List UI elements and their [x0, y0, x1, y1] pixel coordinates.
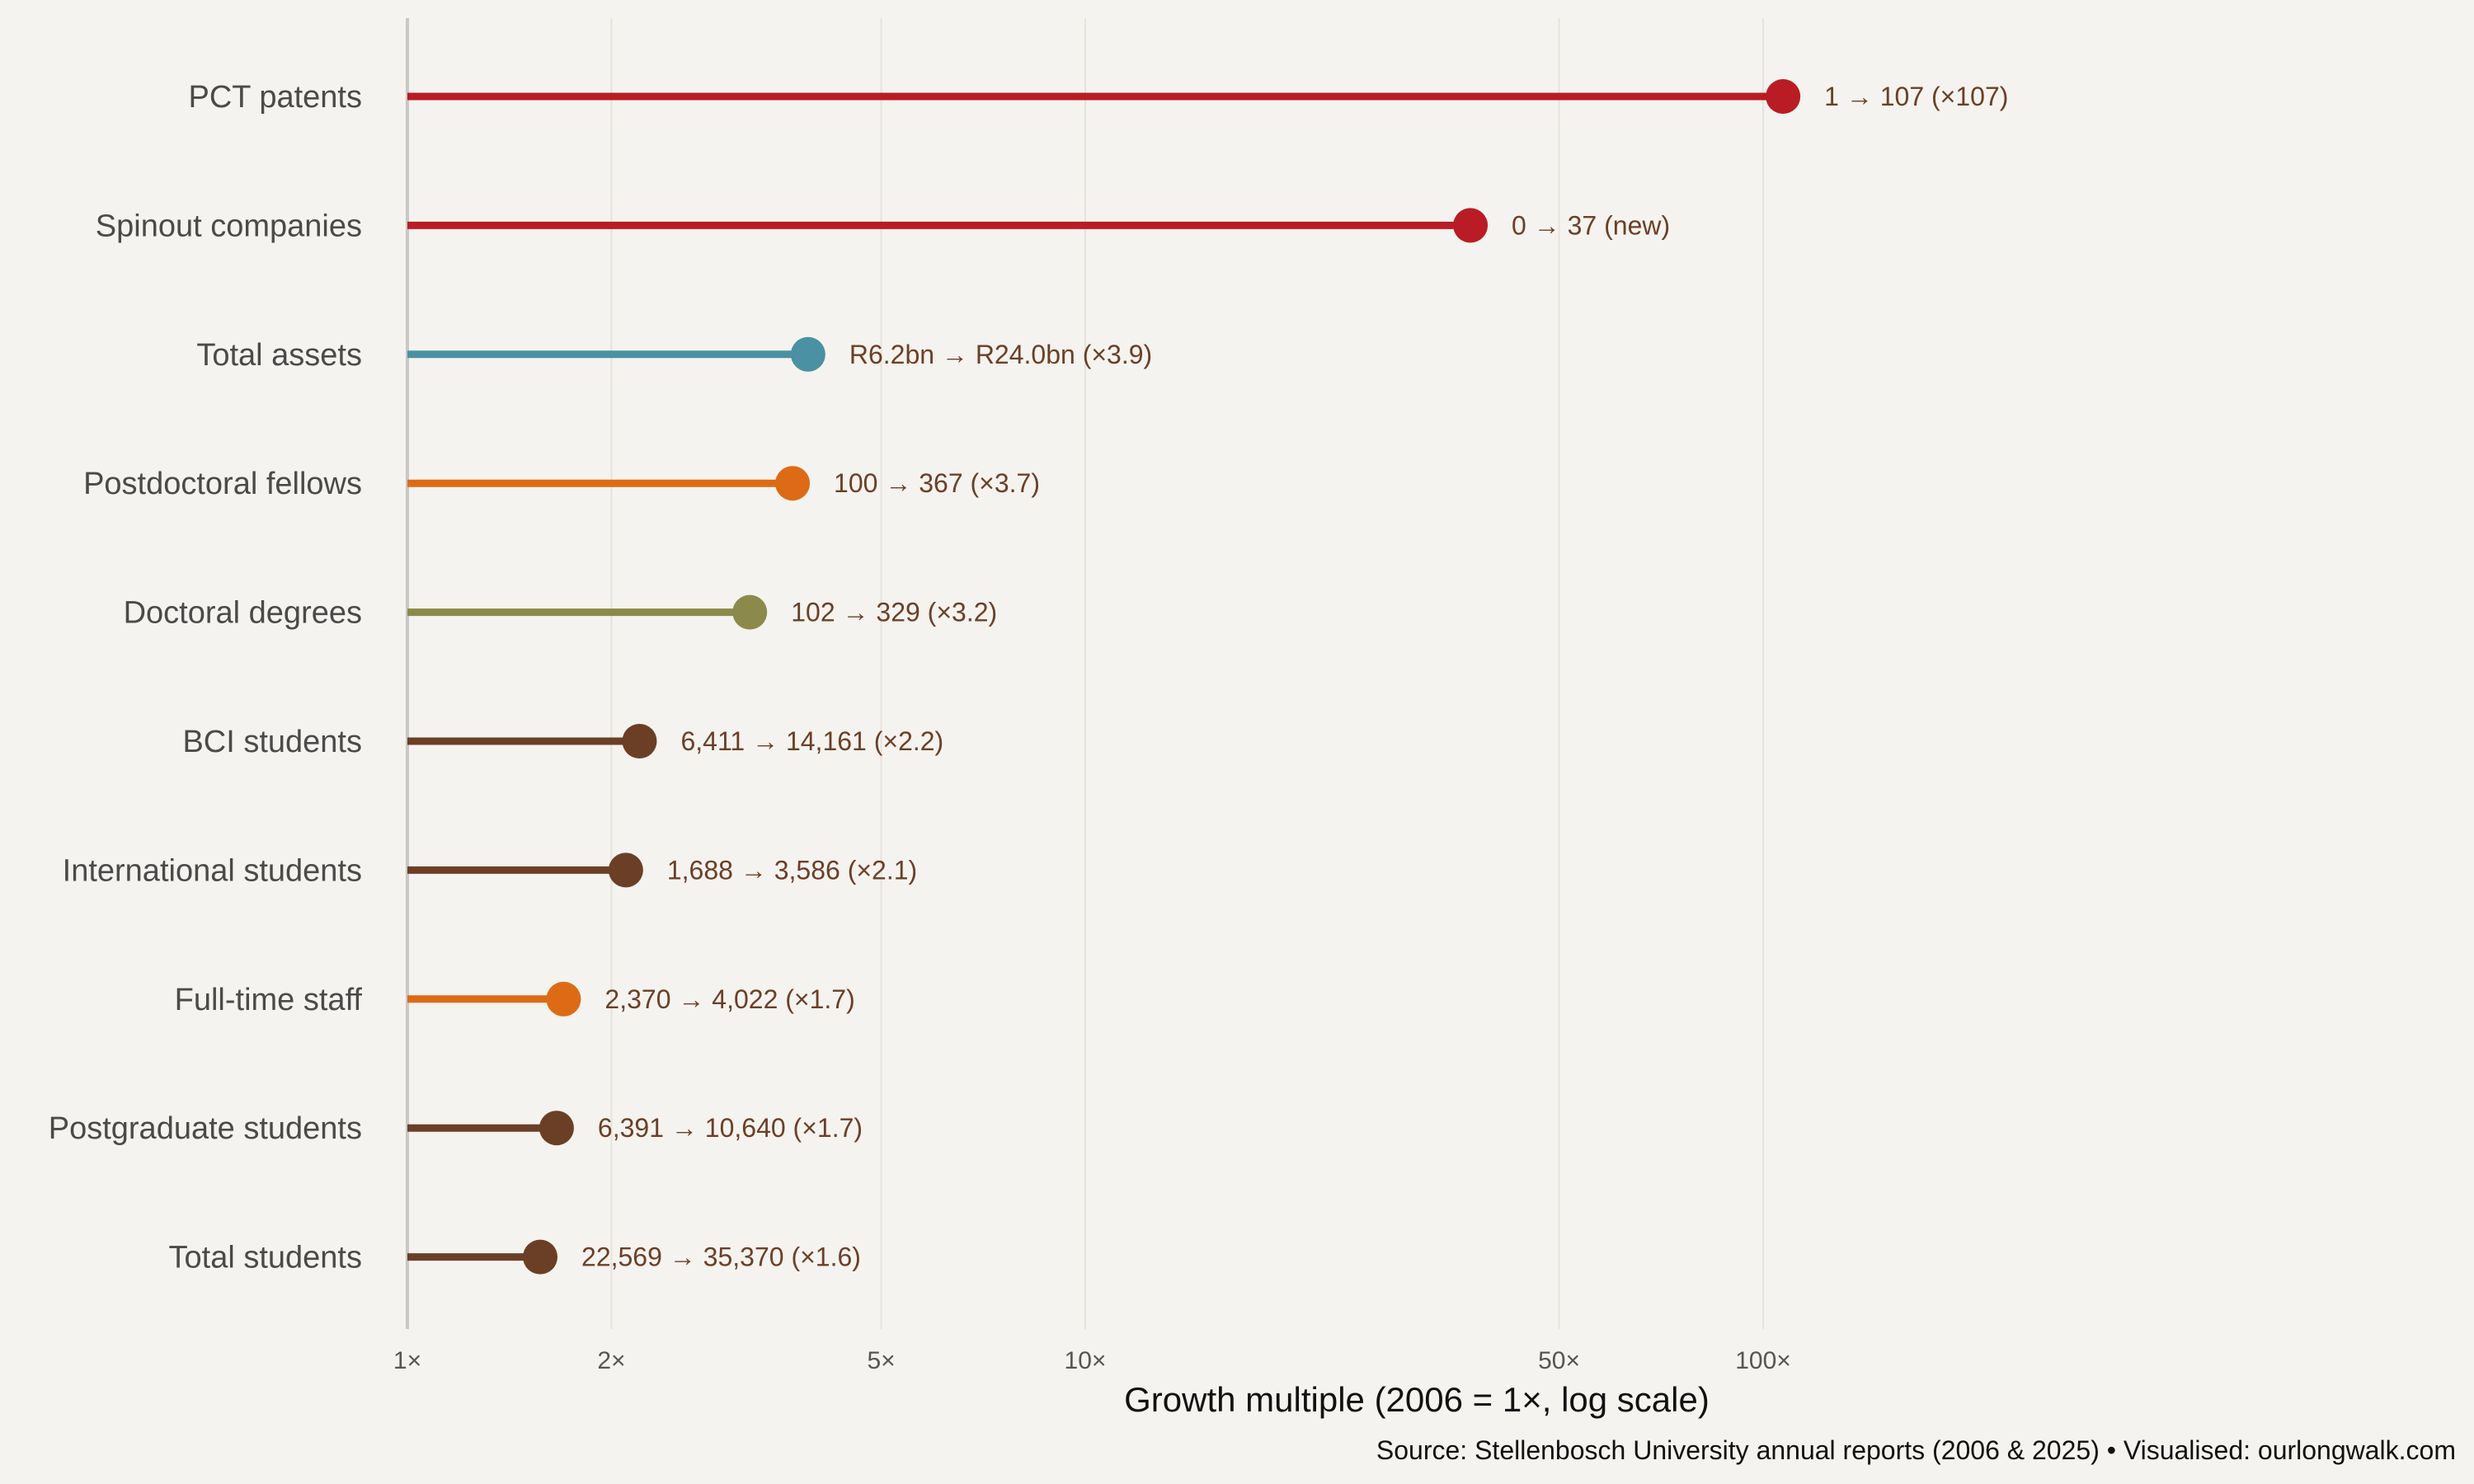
dot-1: [1453, 208, 1489, 243]
category-label-6: International students: [63, 853, 362, 888]
x-tick-label-5: 100×: [1735, 1347, 1791, 1374]
dot-5: [622, 724, 657, 758]
x-tick-labels: 1× 2× 5× 10× 50× 100×: [393, 1347, 1791, 1374]
category-label-2: Total assets: [196, 338, 362, 373]
x-axis-title: Growth multiple (2006 = 1×, log scale): [1124, 1380, 1710, 1419]
value-label-8: 6,391 → 10,640 (×1.7): [598, 1113, 863, 1143]
value-label-2: R6.2bn → R24.0bn (×3.9): [849, 340, 1152, 369]
category-labels: PCT patents Spinout companies Total assets…: [49, 80, 363, 1275]
dot-6: [608, 852, 643, 888]
dot-4: [732, 594, 768, 630]
value-label-3: 100 → 367 (×3.7): [834, 468, 1040, 498]
x-tick-label-4: 50×: [1538, 1347, 1580, 1374]
category-label-1: Spinout companies: [96, 209, 362, 243]
source-note: Source: Stellenbosch University annual r…: [1376, 1435, 2456, 1465]
value-label-9: 22,569 → 35,370 (×1.6): [581, 1242, 861, 1272]
value-label-1: 0 → 37 (new): [1512, 210, 1670, 240]
dot-8: [539, 1111, 574, 1146]
dot-9: [523, 1239, 558, 1275]
category-label-7: Full-time staff: [175, 983, 363, 1017]
lollipop-stems: [407, 92, 1784, 1261]
gridlines: [610, 18, 1764, 1329]
category-label-8: Postgraduate students: [49, 1111, 362, 1146]
dot-0: [1766, 79, 1801, 114]
value-label-5: 6,411 → 14,161 (×2.2): [680, 726, 943, 756]
x-tick-label-0: 1×: [393, 1347, 421, 1374]
dot-3: [775, 466, 811, 501]
x-tick-label-2: 5×: [867, 1347, 895, 1374]
category-label-5: BCI students: [182, 725, 362, 759]
dot-7: [546, 981, 581, 1017]
lollipop-dots: [523, 79, 1801, 1275]
value-label-4: 102 → 329 (×3.2): [791, 598, 997, 627]
x-tick-label-1: 2×: [597, 1347, 625, 1374]
category-label-4: Doctoral degrees: [124, 596, 362, 631]
value-label-6: 1,688 → 3,586 (×2.1): [667, 855, 917, 885]
value-label-7: 2,370 → 4,022 (×1.7): [604, 984, 854, 1014]
category-label-0: PCT patents: [188, 80, 362, 115]
dot-2: [790, 336, 825, 372]
value-labels: 1 → 107 (×107) 0 → 37 (new) R6.2bn → R24.0…: [581, 82, 2008, 1272]
category-label-9: Total students: [169, 1241, 362, 1275]
category-label-3: Postdoctoral fellows: [83, 467, 362, 501]
x-tick-label-3: 10×: [1065, 1347, 1107, 1374]
value-label-0: 1 → 107 (×107): [1824, 82, 2008, 111]
